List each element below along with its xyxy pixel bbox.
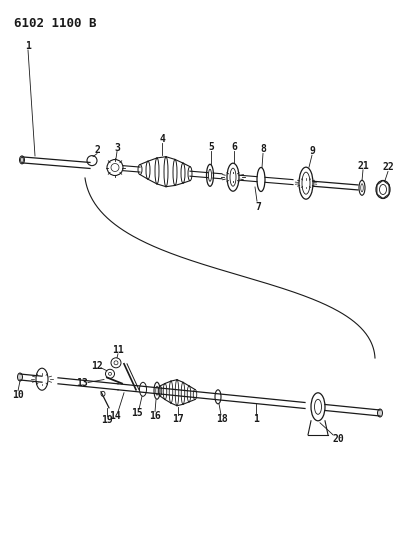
Text: 22: 22 bbox=[382, 163, 394, 173]
Text: 17: 17 bbox=[172, 414, 184, 424]
Text: 6102 1100 B: 6102 1100 B bbox=[14, 17, 97, 30]
Text: 10: 10 bbox=[12, 390, 24, 400]
Text: 1: 1 bbox=[25, 41, 31, 51]
Text: 19: 19 bbox=[101, 415, 113, 425]
Ellipse shape bbox=[18, 373, 23, 381]
Text: 3: 3 bbox=[114, 142, 120, 152]
Text: 13: 13 bbox=[76, 377, 88, 387]
Text: 1: 1 bbox=[253, 414, 259, 424]
Text: 2: 2 bbox=[94, 144, 100, 155]
Text: 21: 21 bbox=[357, 161, 369, 171]
Ellipse shape bbox=[377, 409, 383, 417]
Text: 4: 4 bbox=[159, 134, 165, 144]
Text: 5: 5 bbox=[208, 142, 214, 152]
Text: 11: 11 bbox=[112, 345, 124, 355]
Text: 15: 15 bbox=[131, 408, 143, 418]
Text: 16: 16 bbox=[149, 411, 161, 421]
Text: 18: 18 bbox=[216, 414, 228, 424]
Text: 7: 7 bbox=[255, 202, 261, 212]
Text: 12: 12 bbox=[91, 361, 103, 371]
Text: 14: 14 bbox=[109, 411, 121, 421]
Ellipse shape bbox=[19, 156, 25, 164]
Text: 9: 9 bbox=[309, 146, 315, 156]
Text: 6: 6 bbox=[231, 142, 237, 152]
Text: 20: 20 bbox=[332, 434, 344, 444]
Text: 8: 8 bbox=[260, 144, 266, 155]
